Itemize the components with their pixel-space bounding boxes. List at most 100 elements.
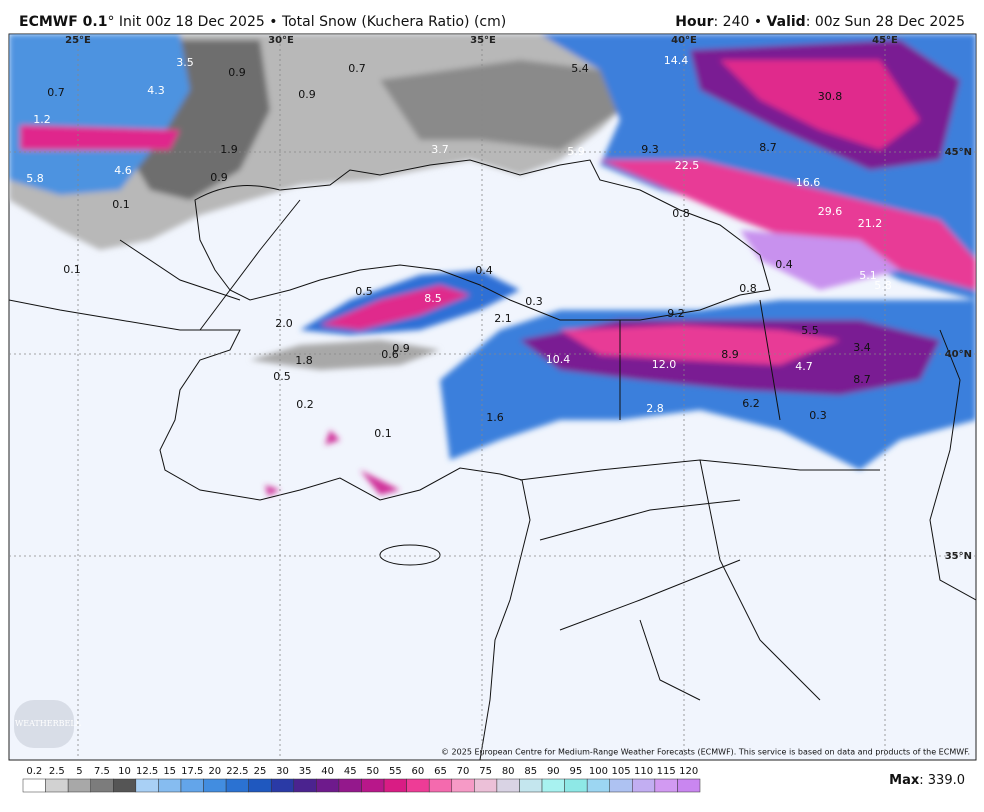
snow-label: 1.2 — [33, 113, 51, 126]
snow-label: 22.5 — [675, 159, 700, 172]
grid-label: 45°E — [872, 35, 898, 46]
legend-label: 75 — [479, 766, 492, 777]
grid-label: 30°E — [268, 35, 294, 46]
legend-label: 30 — [276, 766, 289, 777]
max-value: : 339.0 — [919, 773, 965, 788]
snow-label: 0.9 — [210, 171, 228, 184]
grid-label: 45°N — [945, 147, 972, 158]
snow-label: 5.1 — [859, 269, 877, 282]
legend-label: 50 — [366, 766, 379, 777]
grid-label: 35°E — [470, 35, 496, 46]
snow-label: 1.9 — [220, 143, 238, 156]
title: ECMWF 0.1° Init 00z 18 Dec 2025 • Total … — [19, 14, 506, 30]
legend-swatch — [135, 778, 159, 793]
legend-label: 115 — [657, 766, 676, 777]
legend-label: 60 — [412, 766, 425, 777]
legend-label: 95 — [570, 766, 583, 777]
snow-label: 9.3 — [641, 143, 659, 156]
legend-label: 2.5 — [49, 766, 65, 777]
snow-label: 0.1 — [374, 427, 392, 440]
snow-label: 0.5 — [355, 285, 373, 298]
legend-label: 7.5 — [94, 766, 110, 777]
grid-label: 35°N — [945, 551, 972, 562]
legend-swatch — [248, 778, 272, 793]
snow-label: 4.6 — [114, 164, 132, 177]
legend-swatch — [586, 778, 610, 793]
legend-label: 55 — [389, 766, 402, 777]
legend-swatch — [361, 778, 385, 793]
valid-label: Valid — [767, 14, 806, 30]
legend-label: 100 — [589, 766, 608, 777]
legend-swatch — [316, 778, 340, 793]
snow-label: 12.0 — [652, 358, 677, 371]
legend-swatch — [203, 778, 227, 793]
snow-label: 16.6 — [796, 176, 821, 189]
grid-label: 40°E — [671, 35, 697, 46]
logo: WEATHERBELL — [15, 719, 82, 728]
legend-label: 65 — [434, 766, 447, 777]
snow-label: 8.5 — [424, 292, 442, 305]
grid-label: 40°N — [945, 349, 972, 360]
snow-label: 14.4 — [664, 54, 689, 67]
snow-label: 0.1 — [63, 263, 81, 276]
legend-label: 12.5 — [136, 766, 158, 777]
legend-label: 70 — [457, 766, 470, 777]
snow-label: 30.8 — [818, 90, 843, 103]
snow-label: 3.5 — [176, 56, 194, 69]
snow-label: 0.9 — [298, 88, 316, 101]
snow-label: 2.0 — [275, 317, 293, 330]
snow-label: 3.4 — [853, 341, 871, 354]
legend-label: 85 — [524, 766, 537, 777]
legend-swatch — [90, 778, 114, 793]
snow-label: 0.9 — [392, 342, 410, 355]
legend-swatch — [113, 778, 137, 793]
legend-swatch — [428, 778, 453, 793]
snow-label: 1.6 — [486, 411, 504, 424]
legend-swatch — [67, 778, 91, 793]
legend-swatch — [564, 778, 588, 793]
legend-label: 110 — [634, 766, 653, 777]
snow-label: 0.3 — [525, 295, 543, 308]
legend-label: 0.2 — [26, 766, 42, 777]
legend-label: 22.5 — [226, 766, 248, 777]
legend-label: 120 — [679, 766, 698, 777]
legend-label: 10 — [118, 766, 131, 777]
legend-label: 25 — [254, 766, 267, 777]
snow-label: 4.7 — [795, 360, 813, 373]
copyright: © 2025 European Centre for Medium-Range … — [441, 748, 970, 757]
legend-label: 15 — [163, 766, 176, 777]
legend-swatch — [474, 778, 498, 793]
valid-info: Hour: 240 • Valid: 00z Sun 28 Dec 2025 — [675, 14, 965, 30]
snow-label: 5.5 — [801, 324, 819, 337]
snow-label: 0.7 — [47, 86, 65, 99]
snow-label: 6.2 — [742, 397, 760, 410]
legend-label: 105 — [611, 766, 630, 777]
snow-label: 5.8 — [874, 279, 892, 292]
legend-swatch — [45, 778, 69, 793]
legend-label: 35 — [299, 766, 312, 777]
init: ° Init 00z 18 Dec 2025 • Total Snow (Kuc… — [107, 14, 506, 30]
legend-swatch — [180, 778, 204, 793]
legend-swatch — [519, 778, 543, 793]
legend-swatch — [677, 778, 701, 793]
snow-label: 2.1 — [494, 312, 512, 325]
snow-label: 0.7 — [348, 62, 366, 75]
snow-label: 8.7 — [853, 373, 871, 386]
hour-label: Hour — [675, 14, 713, 30]
legend-label: 5 — [76, 766, 82, 777]
snow-label: 8.9 — [721, 348, 739, 361]
legend-swatch — [609, 778, 633, 793]
max-info: Max: 339.0 — [889, 773, 965, 788]
legend-swatch — [406, 778, 430, 793]
legend-swatch — [632, 778, 656, 793]
snow-label: 0.9 — [228, 66, 246, 79]
grid-label: 25°E — [65, 35, 91, 46]
legend-label: 90 — [547, 766, 560, 777]
legend-swatch — [654, 778, 678, 793]
legend-swatch — [158, 778, 182, 793]
snow-label: 0.3 — [809, 409, 827, 422]
legend-swatch — [293, 778, 317, 793]
legend-swatch — [22, 778, 46, 793]
snow-label: 29.6 — [818, 205, 843, 218]
